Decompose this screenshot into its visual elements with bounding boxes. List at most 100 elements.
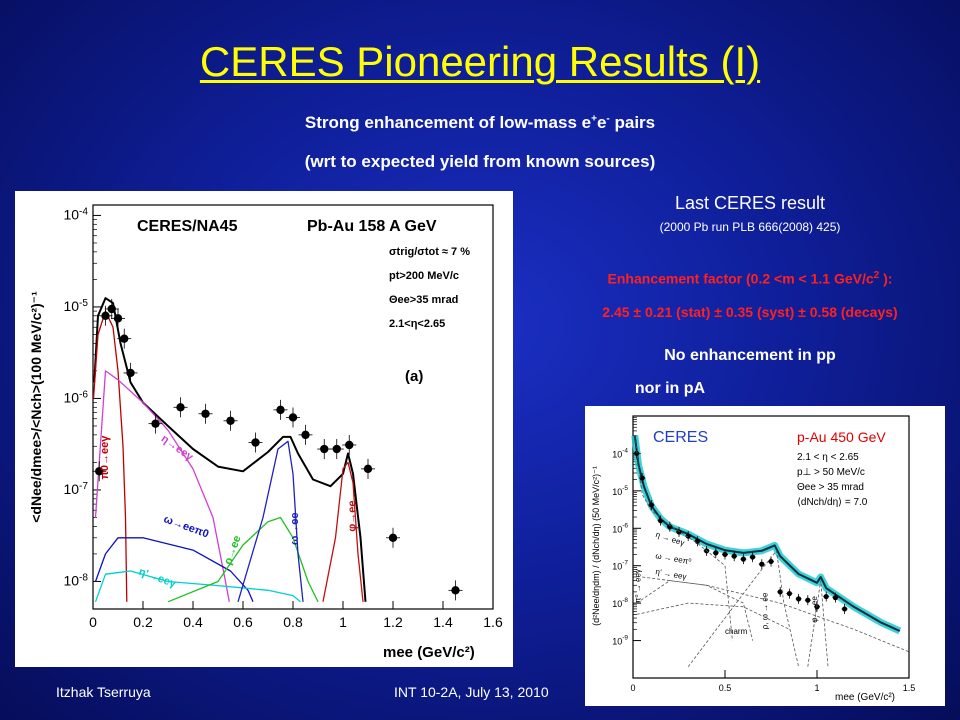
- pbau-data-point: [363, 464, 373, 474]
- pbau-data-point: [451, 586, 460, 595]
- pau-xtick-label: 0: [630, 683, 635, 693]
- pbau-curve-label: π0→eeγ: [99, 435, 111, 480]
- pbau-curve-label: η'→eeγ: [137, 566, 178, 591]
- pbau-xtick-label: 0.4: [183, 614, 203, 630]
- pbau-ytick-label: 10-7: [63, 481, 88, 497]
- pau-data-point: [648, 502, 654, 508]
- pbau-data-point: [95, 467, 104, 476]
- no-enhancement-line-1: No enhancement in pp: [664, 347, 836, 364]
- last-result-reference: (2000 Pb run PLB 666(2008) 425): [659, 220, 841, 234]
- pbau-curve-5: [167, 516, 319, 603]
- pau-ytick-label: 10-8: [612, 597, 628, 609]
- pbau-curve-7: [322, 461, 364, 602]
- pau-component-curve-5: [642, 576, 910, 653]
- pbau-curve-label: ω→eeπ0: [162, 513, 210, 540]
- pau-component-curve-3: [687, 549, 799, 667]
- pau-y-axis-label: (d²Nee/dηdm) / (dNch/dη) (50 MeV/c²)⁻¹: [591, 466, 601, 626]
- pbau-cut-label: pt>200 MeV/c: [389, 270, 459, 282]
- pbau-data-point: [345, 440, 354, 450]
- pbau-x-axis-label: mee (GeV/c²): [383, 644, 475, 661]
- pau-component-curve-1: [636, 580, 753, 641]
- pau-xtick-label: 1: [814, 683, 819, 693]
- pbau-curve-0: [93, 297, 367, 602]
- last-result-title: Last CERES result: [674, 193, 826, 213]
- pbau-system-label: Pb-Au 158 A GeV: [307, 218, 437, 235]
- pbau-data-point: [151, 419, 160, 428]
- pbau-data-point: [176, 403, 185, 412]
- pau-experiment-label: CERES: [653, 429, 708, 446]
- pau-ytick-label: 10-6: [612, 522, 628, 534]
- pbau-curve-label: η→eeγ: [159, 433, 196, 464]
- pbau-chart-svg: 10-4 10-5 10-6 10-7 10-8 0 0.2 0.4 0.6 0.8 1 1.2 1.4…: [28, 204, 503, 661]
- pau-ytick-label: 10-4: [612, 447, 628, 459]
- pbau-data-point: [126, 368, 135, 378]
- pbau-xtick-label: 1.6: [483, 614, 503, 630]
- pbau-panel-label: (a): [405, 368, 423, 385]
- pau-component-curve-2: [636, 602, 790, 630]
- pbau-cut-label: σtrig/σtot ≈ 7 %: [389, 246, 470, 258]
- pbau-xtick-label: 1: [339, 614, 347, 630]
- pbau-curve-3: [94, 537, 254, 603]
- pbau-curve-label: ω→ee: [289, 513, 301, 546]
- pau-data-point: [832, 595, 838, 601]
- pbau-xtick-label: 1.2: [383, 614, 403, 630]
- pbau-ytick-label: 10-5: [63, 298, 88, 314]
- pau-data-point: [759, 561, 765, 567]
- pbau-xtick-label: 0.6: [233, 614, 253, 630]
- pau-component-curve-0: [634, 435, 733, 641]
- pau-data-point: [777, 589, 783, 595]
- pau-data-point: [731, 553, 737, 559]
- pbau-curve-2: [94, 370, 230, 602]
- pau-curve-label: ω → eeπ⁰: [655, 551, 692, 566]
- pbau-data-point: [120, 334, 129, 343]
- pau-ytick-label: 10-9: [612, 635, 628, 647]
- pbau-curve-label: φ→ee: [347, 501, 359, 532]
- pbau-experiment-label: CERES/NA45: [137, 218, 238, 235]
- pau-data-point: [786, 590, 792, 597]
- pau-data-point: [639, 475, 645, 481]
- pbau-data-point: [201, 409, 210, 418]
- pau-curve-label: φ → ee: [810, 596, 819, 623]
- pbau-ytick-label: 10-4: [63, 206, 88, 222]
- pbau-data-point: [251, 438, 260, 447]
- pbau-mass-spectrum-chart: 10-4 10-5 10-6 10-7 10-8 0 0.2 0.4 0.6 0.8 1 1.2 1.4…: [15, 191, 513, 667]
- pbau-data-point: [388, 533, 398, 542]
- pbau-data-point: [301, 430, 310, 440]
- pau-xtick-label: 0.5: [719, 683, 732, 693]
- pau-curve-label: ρ, ω → ee: [760, 592, 769, 629]
- pau-component-curve-4: [807, 580, 829, 667]
- pau-data-point: [685, 533, 691, 539]
- pbau-data-point: [320, 444, 329, 454]
- pau-xtick-label: 1.5: [903, 683, 916, 693]
- pau-system-label: p-Au 450 GeV: [797, 429, 886, 445]
- slide-title: CERES Pioneering Results (I): [199, 38, 761, 85]
- pau-cut-label: ⟨dNch/dη⟩ = 7.0: [797, 497, 868, 508]
- pbau-y-axis-label: <dNee/dmee>/<Nch>(100 MeV/c²)⁻¹: [28, 291, 44, 523]
- pbau-cut-label: 2.1<η<2.65: [389, 318, 445, 330]
- pbau-ytick-label: 10-8: [63, 572, 88, 588]
- pau-cut-label: 2.1 < η < 2.65: [797, 452, 859, 463]
- pbau-curve-4: [94, 570, 301, 603]
- pbau-xtick-label: 1.4: [433, 614, 453, 630]
- pau-cut-label: p⊥ > 50 MeV/c: [797, 467, 865, 478]
- enhancement-factor-label: Enhancement factor (0.2 <m < 1.1 GeV/c2 …: [607, 270, 893, 287]
- subtitle-line-2: (wrt to expected yield from known source…: [304, 152, 656, 171]
- pbau-curve-1: [92, 310, 128, 602]
- pau-data-point: [713, 550, 719, 556]
- pau-ytick-label: 10-5: [612, 485, 628, 497]
- pbau-xtick-label: 0: [89, 614, 97, 630]
- pbau-data-point: [288, 413, 298, 422]
- footer-conference: INT 10-2A, July 13, 2010: [394, 684, 549, 700]
- pbau-xtick-label: 0.8: [283, 614, 303, 630]
- pau-mass-spectrum-chart: 10-4 10-5 10-6 10-7 10-8 10-9 0 0.5 1 1.5 CERES p-A…: [585, 406, 945, 706]
- enhancement-factor-value: 2.45 ± 0.21 (stat) ± 0.35 (syst) ± 0.58 …: [602, 304, 898, 320]
- pbau-data-point: [332, 444, 341, 454]
- pau-data-point: [740, 556, 746, 562]
- pau-data-point: [768, 558, 774, 565]
- subtitle-line-1: Strong enhancement of low-mass e+e- pair…: [304, 113, 656, 132]
- pau-curve-label: charm: [725, 627, 748, 636]
- pau-curve-0: [633, 435, 901, 632]
- pau-data-point: [667, 524, 673, 530]
- pau-data-point: [842, 606, 848, 612]
- pau-data-point: [796, 596, 802, 602]
